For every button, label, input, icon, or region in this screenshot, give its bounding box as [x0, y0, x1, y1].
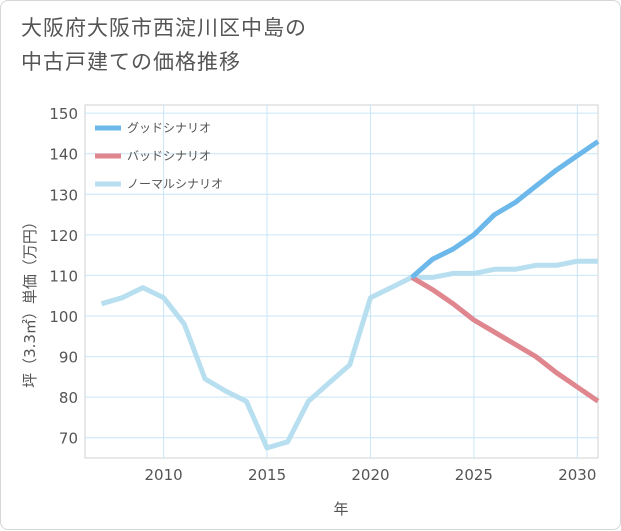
x-tick-label-2010: 2010: [145, 466, 183, 484]
y-tick-label-150: 150: [49, 105, 78, 123]
x-tick-labels: 2010 2015 2020 2025 2030: [145, 466, 597, 484]
legend-label-3[interactable]: ノーマルシナリオ: [127, 177, 223, 191]
y-tick-label-70: 70: [59, 430, 78, 448]
y-tick-labels: 70 80 90 100 110 120 130 140 150: [49, 105, 78, 448]
chart-title-line-2: 中古戸建ての価格推移: [21, 50, 241, 74]
x-tick-label-2015: 2015: [248, 466, 286, 484]
y-tick-label-120: 120: [49, 227, 78, 245]
series-line-1: [410, 139, 600, 280]
y-tick-label-100: 100: [49, 308, 78, 326]
plot-area: [84, 104, 599, 459]
grid-lines: [85, 105, 598, 458]
series-line-3: [100, 258, 598, 451]
x-axis-title: 年: [333, 500, 348, 518]
y-tick-label-140: 140: [49, 146, 78, 164]
y-tick-label-90: 90: [59, 349, 78, 367]
legend-label-2[interactable]: バッドシナリオ: [127, 149, 211, 163]
x-tick-label-2030: 2030: [558, 466, 596, 484]
x-tick-label-2025: 2025: [455, 466, 493, 484]
series-lines: [100, 139, 600, 451]
legend-label-1[interactable]: グッドシナリオ: [127, 121, 211, 135]
series-line-2: [410, 275, 600, 404]
y-axis-title: 坪（3.3㎡）単価（万円）: [21, 214, 39, 388]
chart-title: 大阪府大阪市西淀川区中島の 中古戸建ての価格推移: [21, 11, 581, 79]
y-tick-label-80: 80: [59, 389, 78, 407]
chart-title-line-1: 大阪府大阪市西淀川区中島の: [21, 16, 307, 40]
y-tick-label-130: 130: [49, 186, 78, 204]
x-tick-label-2020: 2020: [351, 466, 389, 484]
y-tick-label-110: 110: [49, 267, 78, 285]
